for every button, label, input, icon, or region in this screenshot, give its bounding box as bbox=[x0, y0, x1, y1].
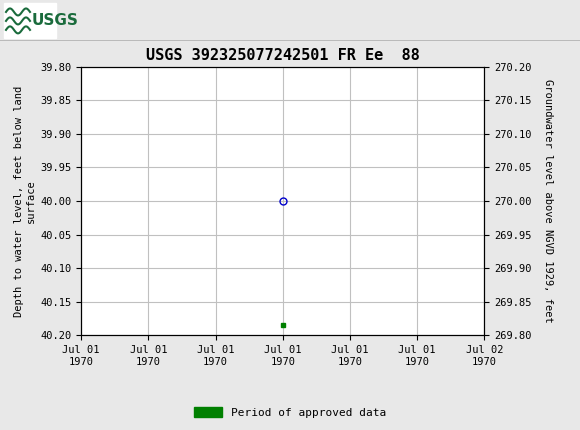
Y-axis label: Depth to water level, feet below land
surface: Depth to water level, feet below land su… bbox=[14, 86, 36, 316]
Y-axis label: Groundwater level above NGVD 1929, feet: Groundwater level above NGVD 1929, feet bbox=[543, 79, 553, 323]
Text: USGS: USGS bbox=[32, 13, 79, 28]
Title: USGS 392325077242501 FR Ee  88: USGS 392325077242501 FR Ee 88 bbox=[146, 48, 419, 63]
Legend: Period of approved data: Period of approved data bbox=[190, 402, 390, 422]
Bar bbox=[4, 3, 56, 38]
